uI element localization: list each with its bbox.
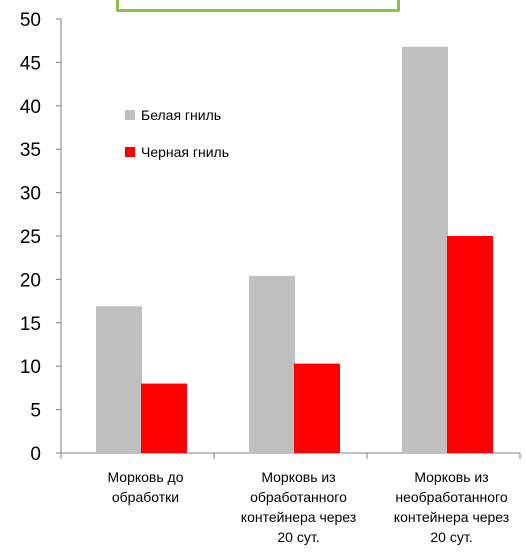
legend-label: Белая гниль (141, 107, 221, 123)
y-tick-label: 35 (20, 140, 41, 161)
legend-swatch (125, 110, 135, 120)
y-tick-label: 20 (20, 270, 41, 291)
bar-white-rot (96, 306, 142, 453)
x-category-label: Морковь из (414, 469, 488, 485)
x-category-label: контейнера через (394, 509, 509, 525)
x-category-label: обработки (112, 489, 179, 505)
x-category-label: Морковь из (261, 469, 335, 485)
x-category-label: необработанного (395, 489, 507, 505)
y-tick-label: 40 (20, 97, 41, 118)
bar-white-rot (249, 275, 295, 453)
bar-black-rot (294, 363, 340, 453)
y-tick-label: 10 (20, 357, 41, 378)
y-tick-label: 15 (20, 314, 41, 335)
y-tick-label: 5 (30, 401, 41, 422)
x-category-label: Морковь до (107, 469, 183, 485)
y-tick-label: 30 (20, 184, 41, 205)
x-category-label: обработанного (250, 489, 347, 505)
y-tick-label: 25 (20, 227, 41, 248)
bar-black-rot (141, 383, 187, 453)
legend-swatch (125, 147, 135, 157)
x-category-label: 20 сут. (430, 529, 472, 545)
x-category-label: контейнера через (241, 509, 356, 525)
y-tick-label: 0 (30, 444, 41, 465)
bar-white-rot (402, 46, 448, 453)
y-tick-label: 50 (20, 10, 41, 31)
y-tick-label: 45 (20, 53, 41, 74)
header-banner (116, 0, 400, 12)
legend-label: Черная гниль (141, 144, 229, 160)
bar-black-rot (447, 236, 493, 453)
x-category-label: 20 сут. (277, 529, 319, 545)
